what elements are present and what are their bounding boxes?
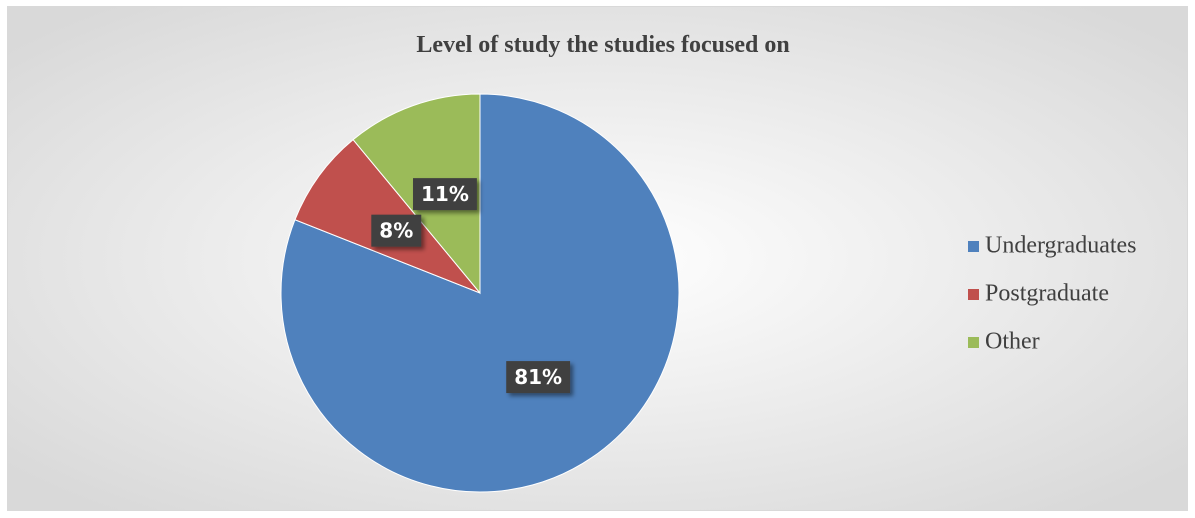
- data-label: 81%: [506, 361, 571, 394]
- data-label-box: [506, 361, 571, 394]
- data-label: 8%: [371, 214, 422, 247]
- chart-title: Level of study the studies focused on: [416, 32, 789, 58]
- data-label-text: 11%: [421, 182, 469, 206]
- legend-marker: [968, 289, 979, 300]
- legend-marker: [968, 241, 979, 252]
- legend-label: Postgraduate: [985, 281, 1109, 307]
- data-label-text: 81%: [514, 365, 562, 389]
- data-label: 11%: [413, 178, 477, 211]
- data-label-box: [371, 214, 422, 247]
- pie: [280, 93, 680, 493]
- data-label-text: 8%: [379, 219, 413, 243]
- legend-label: Other: [985, 329, 1040, 355]
- data-labels: 81% 8% 11%: [371, 178, 571, 394]
- legend-marker: [968, 337, 979, 348]
- data-label-box: [413, 178, 477, 211]
- legend: Undergraduates Postgraduate Other: [968, 233, 1137, 355]
- legend-label: Undergraduates: [985, 233, 1137, 259]
